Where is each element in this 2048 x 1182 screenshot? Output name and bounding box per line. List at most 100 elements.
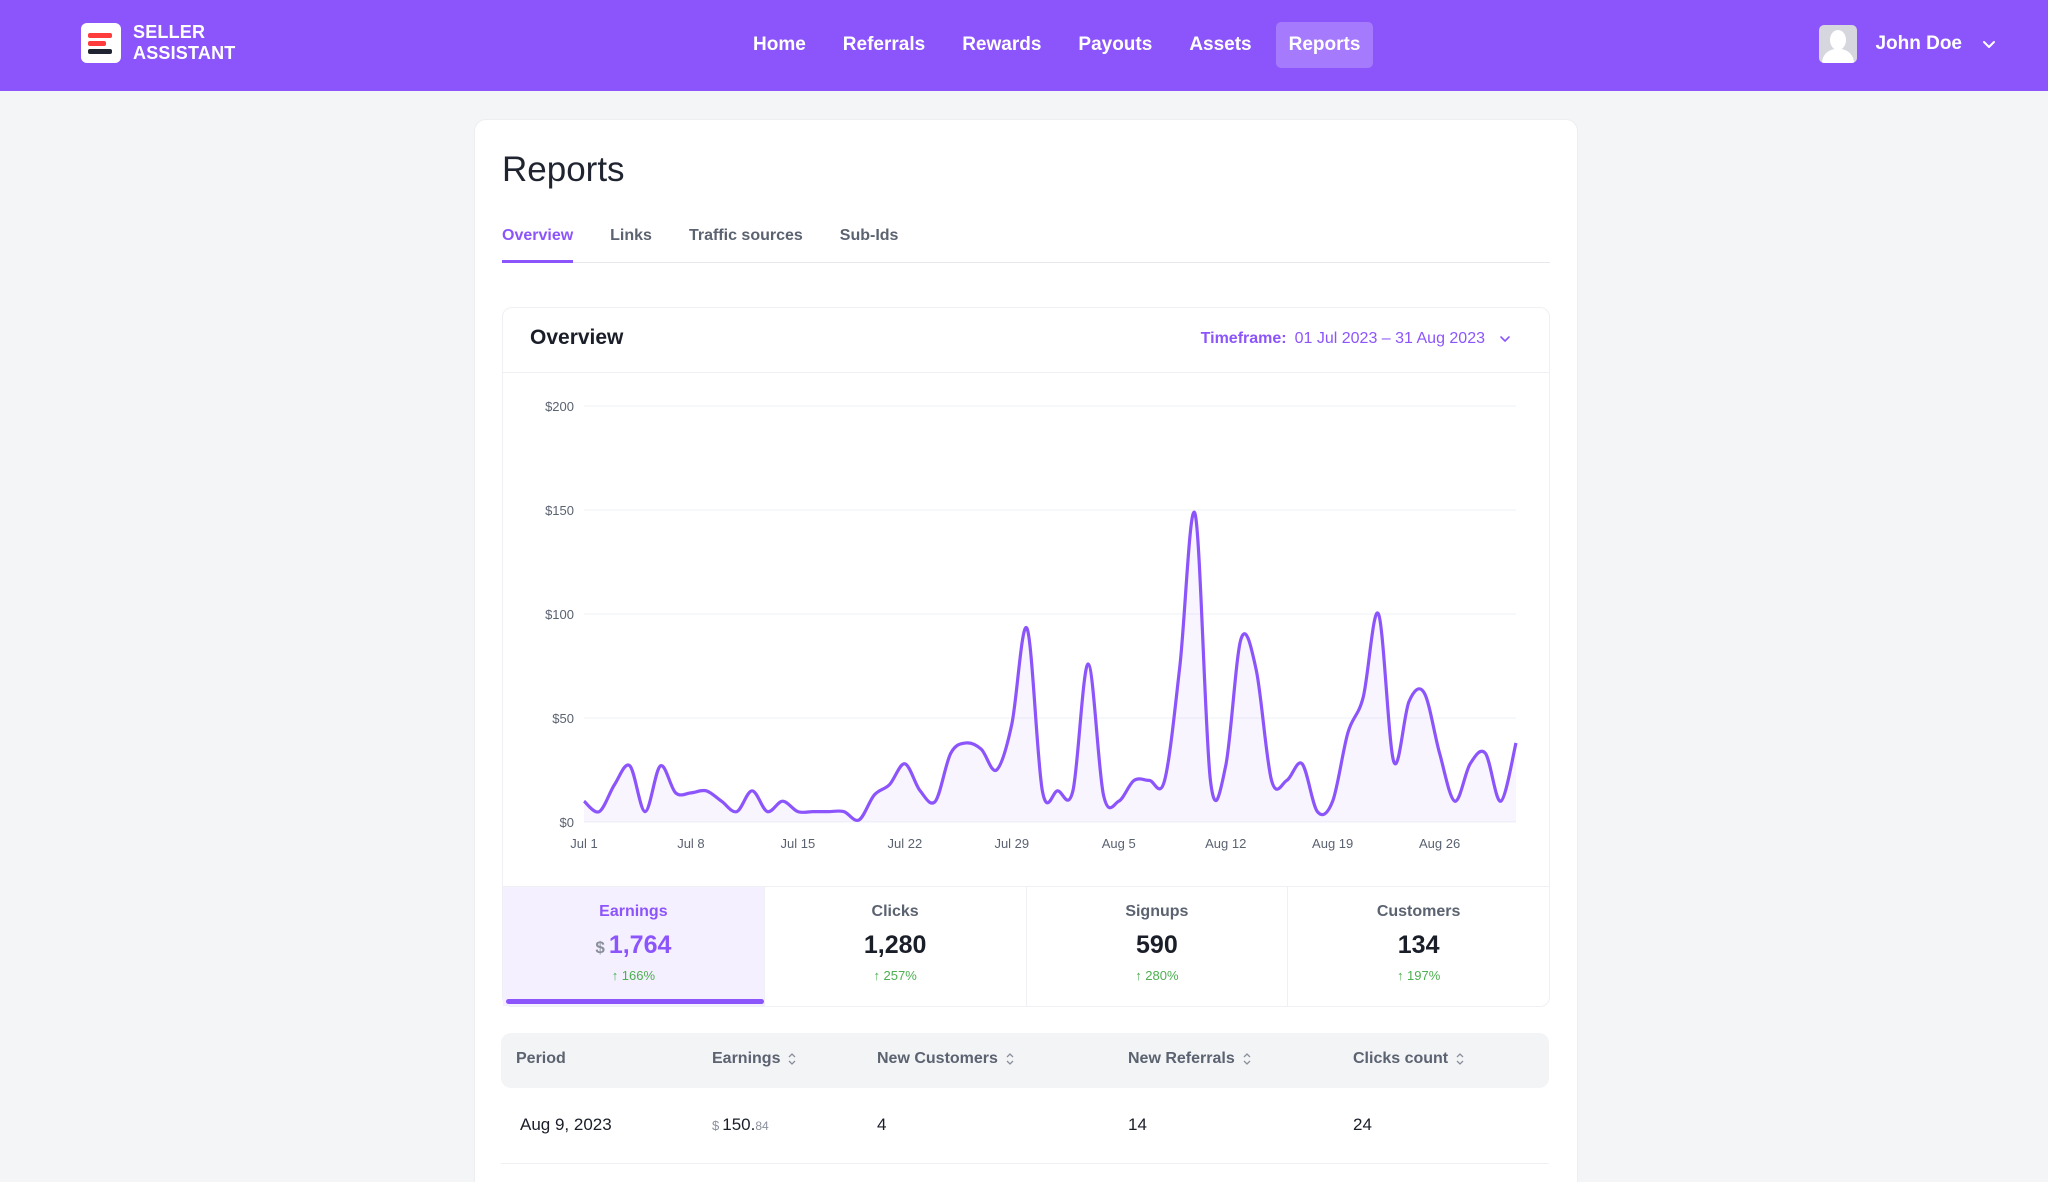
data-point[interactable] <box>1039 788 1045 794</box>
x-tick-label: Aug 12 <box>1205 836 1246 851</box>
data-point[interactable] <box>1314 809 1320 815</box>
data-point[interactable] <box>764 809 770 815</box>
data-point[interactable] <box>1177 663 1183 669</box>
data-point[interactable] <box>657 763 663 769</box>
stat-customers[interactable]: Customers 134 ↑ 197% <box>1288 887 1549 1006</box>
data-point[interactable] <box>825 809 831 815</box>
data-point[interactable] <box>963 740 969 746</box>
overview-title: Overview <box>530 326 624 349</box>
data-point[interactable] <box>948 750 954 756</box>
data-point[interactable] <box>1467 761 1473 767</box>
data-point[interactable] <box>688 790 694 796</box>
data-point[interactable] <box>719 798 725 804</box>
stat-signups[interactable]: Signups 590 ↑ 280% <box>1027 887 1289 1006</box>
stat-label: Signups <box>1125 903 1189 920</box>
data-point[interactable] <box>1024 626 1030 632</box>
data-point[interactable] <box>1162 777 1168 783</box>
tab-sub-ids[interactable]: Sub-Ids <box>839 227 899 244</box>
data-point[interactable] <box>841 809 847 815</box>
data-point[interactable] <box>1146 777 1152 783</box>
data-point[interactable] <box>1253 667 1259 673</box>
x-tick-label: Jul 8 <box>677 836 704 851</box>
nav-home[interactable]: Home <box>753 34 806 55</box>
nav-reports[interactable]: Reports <box>1275 22 1374 68</box>
y-tick-label: $150 <box>545 503 574 518</box>
data-point[interactable] <box>642 809 648 815</box>
data-point[interactable] <box>887 782 893 788</box>
cell-earnings: $150.84 <box>712 1115 769 1135</box>
x-tick-label: Aug 5 <box>1102 836 1136 851</box>
data-point[interactable] <box>1100 792 1106 798</box>
data-point[interactable] <box>1513 740 1519 746</box>
data-point[interactable] <box>1070 788 1076 794</box>
column-header-new-customers[interactable]: New Customers <box>877 1050 1014 1068</box>
nav-payouts[interactable]: Payouts <box>1078 34 1153 55</box>
x-tick-label: Aug 26 <box>1419 836 1460 851</box>
stat-value: 1,280 <box>863 931 927 959</box>
data-point[interactable] <box>627 763 633 769</box>
tab-traffic-sources[interactable]: Traffic sources <box>688 227 803 244</box>
data-point[interactable] <box>1452 798 1458 804</box>
stat-earnings[interactable]: Earnings $1,764 ↑ 166% <box>503 887 765 1006</box>
data-point[interactable] <box>1330 798 1336 804</box>
data-point[interactable] <box>978 746 984 752</box>
data-point[interactable] <box>780 798 786 804</box>
table-row[interactable]: Aug 9, 2023 $150.84 4 14 24 <box>501 1088 1549 1164</box>
data-point[interactable] <box>612 782 618 788</box>
data-point[interactable] <box>1345 730 1351 736</box>
column-header-period[interactable]: Period <box>516 1050 566 1067</box>
data-point[interactable] <box>1391 759 1397 765</box>
column-header-earnings[interactable]: Earnings <box>712 1050 796 1068</box>
data-point[interactable] <box>1009 721 1015 727</box>
data-point[interactable] <box>1131 777 1137 783</box>
stat-clicks[interactable]: Clicks 1,280 ↑ 257% <box>765 887 1027 1006</box>
data-point[interactable] <box>1406 698 1412 704</box>
stat-value: 134 <box>1397 931 1440 959</box>
data-point[interactable] <box>749 788 755 794</box>
brand-logo[interactable]: SELLER ASSISTANT <box>81 22 235 64</box>
data-point[interactable] <box>795 809 801 815</box>
column-header-new-referrals[interactable]: New Referrals <box>1128 1050 1251 1068</box>
data-point[interactable] <box>1223 763 1229 769</box>
user-menu[interactable]: John Doe <box>1819 25 1996 63</box>
data-point[interactable] <box>994 767 1000 773</box>
data-point[interactable] <box>810 809 816 815</box>
data-point[interactable] <box>1085 661 1091 667</box>
nav-referrals[interactable]: Referrals <box>842 34 926 55</box>
data-point[interactable] <box>1055 788 1061 794</box>
data-point[interactable] <box>734 809 740 815</box>
cell-clicks-count: 24 <box>1353 1115 1372 1134</box>
nav-assets[interactable]: Assets <box>1189 34 1252 55</box>
data-point[interactable] <box>1192 511 1198 517</box>
data-point[interactable] <box>1498 798 1504 804</box>
data-point[interactable] <box>581 798 587 804</box>
data-point[interactable] <box>1238 636 1244 642</box>
brand-line-2: ASSISTANT <box>133 43 236 63</box>
timeframe-selector[interactable]: Timeframe: 01 Jul 2023 – 31 Aug 2023 <box>1201 330 1511 348</box>
data-point[interactable] <box>1437 750 1443 756</box>
main-nav: Home Referrals Rewards Payouts Assets Re… <box>740 22 1384 68</box>
data-point[interactable] <box>1269 777 1275 783</box>
data-point[interactable] <box>703 788 709 794</box>
stat-number: 1,764 <box>608 931 672 959</box>
data-point[interactable] <box>596 809 602 815</box>
column-header-clicks-count[interactable]: Clicks count <box>1353 1050 1464 1068</box>
tab-links[interactable]: Links <box>610 227 652 244</box>
nav-rewards[interactable]: Rewards <box>962 34 1042 55</box>
data-point[interactable] <box>1375 611 1381 617</box>
stats-row: Earnings $1,764 ↑ 166% Clicks 1,280 ↑ 25… <box>503 886 1549 1006</box>
data-point[interactable] <box>1299 761 1305 767</box>
data-point[interactable] <box>902 761 908 767</box>
data-point[interactable] <box>917 788 923 794</box>
data-point[interactable] <box>1284 777 1290 783</box>
data-point[interactable] <box>1421 690 1427 696</box>
data-point[interactable] <box>871 792 877 798</box>
data-point[interactable] <box>1360 694 1366 700</box>
data-point[interactable] <box>856 817 862 823</box>
data-point[interactable] <box>932 798 938 804</box>
tab-overview[interactable]: Overview <box>502 223 574 263</box>
data-point[interactable] <box>1482 750 1488 756</box>
data-point[interactable] <box>1207 777 1213 783</box>
data-point[interactable] <box>1116 798 1122 804</box>
data-point[interactable] <box>673 790 679 796</box>
